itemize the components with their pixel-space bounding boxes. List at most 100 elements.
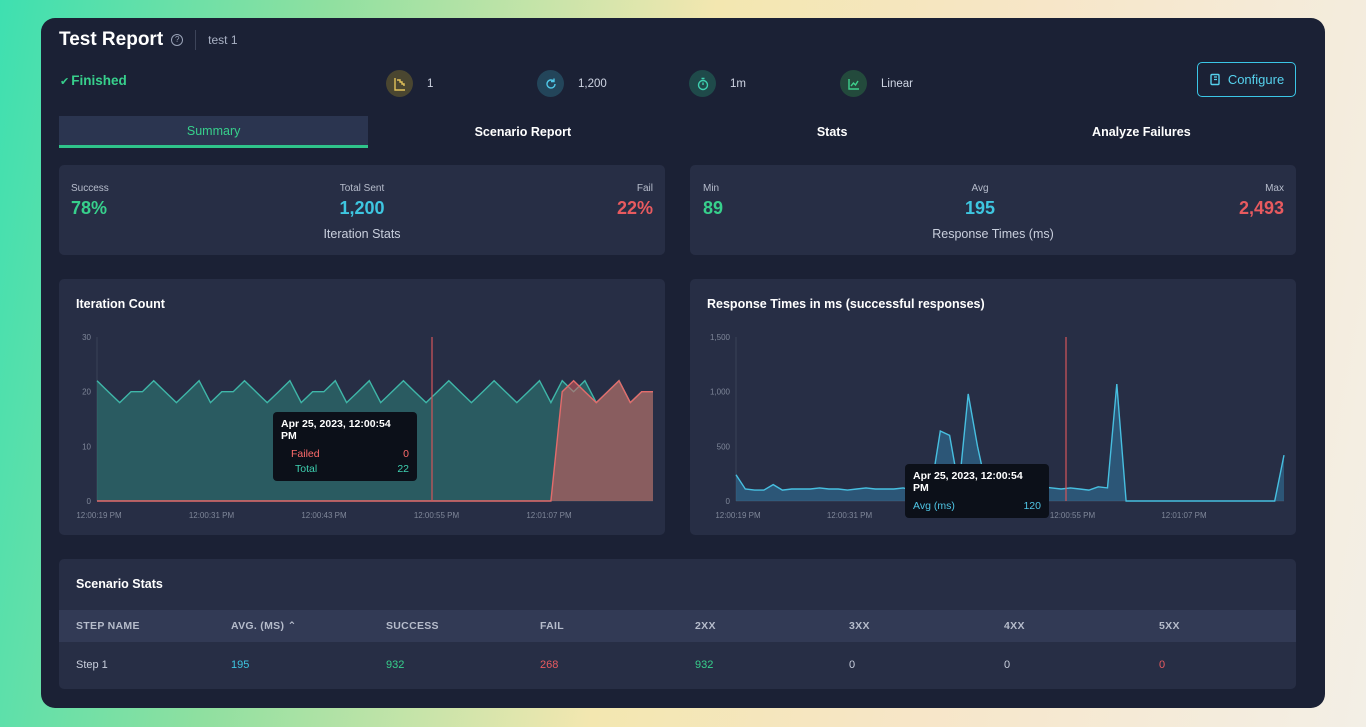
col-avg-ms[interactable]: AVG. (MS) ⌃ (231, 620, 297, 632)
response-tooltip: Apr 25, 2023, 12:00:54 PM Avg (ms) 120 (905, 464, 1049, 518)
fail-stat: Fail 22% (617, 183, 653, 219)
x-tick-label: 12:00:31 PM (827, 511, 873, 520)
metric-duration: 1m (689, 70, 746, 97)
col-5xx[interactable]: 5XX (1159, 620, 1180, 632)
tooltip-avg-label: Avg (ms) (913, 500, 955, 512)
tooltip-timestamp: Apr 25, 2023, 12:00:54 PM (281, 418, 391, 442)
metric-iterations-value: 1,200 (578, 77, 607, 90)
help-icon[interactable]: ? (171, 34, 184, 46)
avg-label: Avg (971, 183, 989, 194)
total-sent-value: 1,200 (339, 198, 385, 218)
fail-label: Fail (636, 183, 653, 194)
success-stat: Success 78% (71, 183, 109, 219)
tooltip-failed-value: 0 (403, 448, 409, 460)
iteration-stats-card: Success 78% Total Sent 1,200 Fail 22% It… (59, 165, 665, 255)
tab-analyze-failures[interactable]: Analyze Failures (1092, 125, 1191, 139)
tooltip-total-value: 22 (397, 463, 409, 475)
tab-scenario-report[interactable]: Scenario Report (474, 125, 572, 139)
tab-stats[interactable]: Stats (816, 125, 848, 139)
x-tick-label: 12:00:55 PM (414, 511, 460, 520)
max-value: 2,493 (1238, 198, 1284, 218)
sort-asc-icon: ⌃ (287, 620, 297, 632)
x-tick-label: 12:00:31 PM (189, 511, 235, 520)
total-sent-stat: Total Sent 1,200 (312, 183, 412, 219)
col-3xx[interactable]: 3XX (849, 620, 870, 632)
fail-value: 22% (616, 198, 653, 218)
response-stats-card: Min 89 Avg 195 Max 2,493 Response Times … (690, 165, 1296, 255)
y-tick-label: 10 (82, 442, 91, 451)
tooltip-avg-value: 120 (1023, 500, 1041, 512)
metric-load-profile: Linear (840, 70, 913, 97)
app-window: Test Report ? test 1 ✔ Finished 1 1,200 1… (41, 18, 1325, 708)
response-stats-caption: Response Times (ms) (932, 227, 1054, 241)
refresh-icon (537, 70, 564, 97)
cell-3xx: 0 (849, 659, 856, 671)
header: Test Report ? test 1 (59, 29, 238, 51)
tooltip-total-row: Total 22 (281, 463, 409, 475)
x-tick-label: 12:00:19 PM (715, 511, 761, 520)
iteration-stats-caption: Iteration Stats (323, 227, 401, 241)
iteration-chart-title: Iteration Count (76, 297, 165, 311)
timer-icon (689, 70, 716, 97)
configure-button[interactable]: Configure (1197, 62, 1296, 97)
cell-success: 932 (386, 659, 405, 671)
col-2xx[interactable]: 2XX (695, 620, 716, 632)
col-avg-ms-label: AVG. (MS) (231, 620, 285, 632)
status-badge: ✔ Finished (60, 73, 127, 88)
cell-5xx: 0 (1159, 659, 1166, 671)
y-tick-label: 30 (82, 333, 91, 342)
configure-label: Configure (1227, 72, 1285, 87)
total-sent-label: Total Sent (339, 183, 385, 194)
col-fail[interactable]: FAIL (540, 620, 564, 632)
configure-icon (1210, 73, 1220, 86)
y-tick-label: 1,500 (710, 333, 731, 342)
tab-bar: Summary Scenario Report Stats Analyze Fa… (59, 116, 1296, 148)
steps-icon (386, 70, 413, 97)
tab-summary[interactable]: Summary (59, 116, 369, 148)
y-tick-label: 500 (717, 442, 731, 451)
cell-2xx: 932 (695, 659, 714, 671)
series-line-0 (96, 379, 653, 405)
page-title: Test Report (59, 29, 164, 50)
x-tick-label: 12:01:07 PM (1161, 511, 1207, 520)
min-label: Min (703, 183, 720, 194)
table-header: STEP NAME AVG. (MS) ⌃ SUCCESS FAIL 2XX 3… (59, 610, 1296, 642)
metric-duration-value: 1m (730, 77, 746, 90)
max-stat: Max 2,493 (1239, 183, 1284, 219)
y-tick-label: 0 (87, 497, 92, 506)
avg-value: 195 (964, 198, 996, 218)
scenario-stats-title: Scenario Stats (76, 577, 163, 591)
metric-steps: 1 (386, 70, 433, 97)
cell-avg-ms: 195 (231, 659, 250, 671)
response-chart-title: Response Times in ms (successful respons… (707, 297, 985, 311)
col-step-name[interactable]: STEP NAME (76, 620, 140, 632)
success-value: 78% (71, 198, 108, 218)
series-area-1 (97, 380, 653, 501)
tooltip-timestamp: Apr 25, 2023, 12:00:54 PM (913, 470, 1023, 494)
x-tick-label: 12:00:43 PM (301, 511, 347, 520)
header-divider (195, 30, 197, 50)
avg-stat: Avg 195 (930, 183, 1030, 219)
tooltip-total-label: Total (295, 463, 318, 475)
y-tick-label: 20 (82, 388, 91, 397)
iteration-count-chart[interactable]: 0 10 20 30 12:00:19 PM 12:00:31 PM 12:00:43 PM… (59, 279, 665, 535)
tooltip-failed-row: Failed 0 (281, 448, 409, 460)
min-stat: Min 89 (703, 183, 723, 219)
check-icon: ✔ (60, 76, 70, 88)
max-label: Max (1265, 183, 1284, 194)
scenario-stats-card: Scenario Stats STEP NAME AVG. (MS) ⌃ SUC… (59, 559, 1296, 689)
metric-iterations: 1,200 (537, 70, 607, 97)
cell-fail: 268 (540, 659, 559, 671)
x-tick-label: 12:00:19 PM (76, 511, 122, 520)
success-label: Success (71, 183, 109, 194)
tooltip-avg-row: Avg (ms) 120 (913, 500, 1041, 512)
response-times-card: Response Times in ms (successful respons… (690, 279, 1296, 535)
col-4xx[interactable]: 4XX (1004, 620, 1025, 632)
test-name: test 1 (208, 33, 238, 47)
tooltip-failed-label: Failed (291, 448, 320, 460)
line-chart-icon (840, 70, 867, 97)
col-success[interactable]: SUCCESS (386, 620, 439, 632)
y-tick-label: 1,000 (710, 388, 731, 397)
metric-load-profile-value: Linear (881, 77, 913, 90)
min-value: 89 (703, 198, 724, 218)
